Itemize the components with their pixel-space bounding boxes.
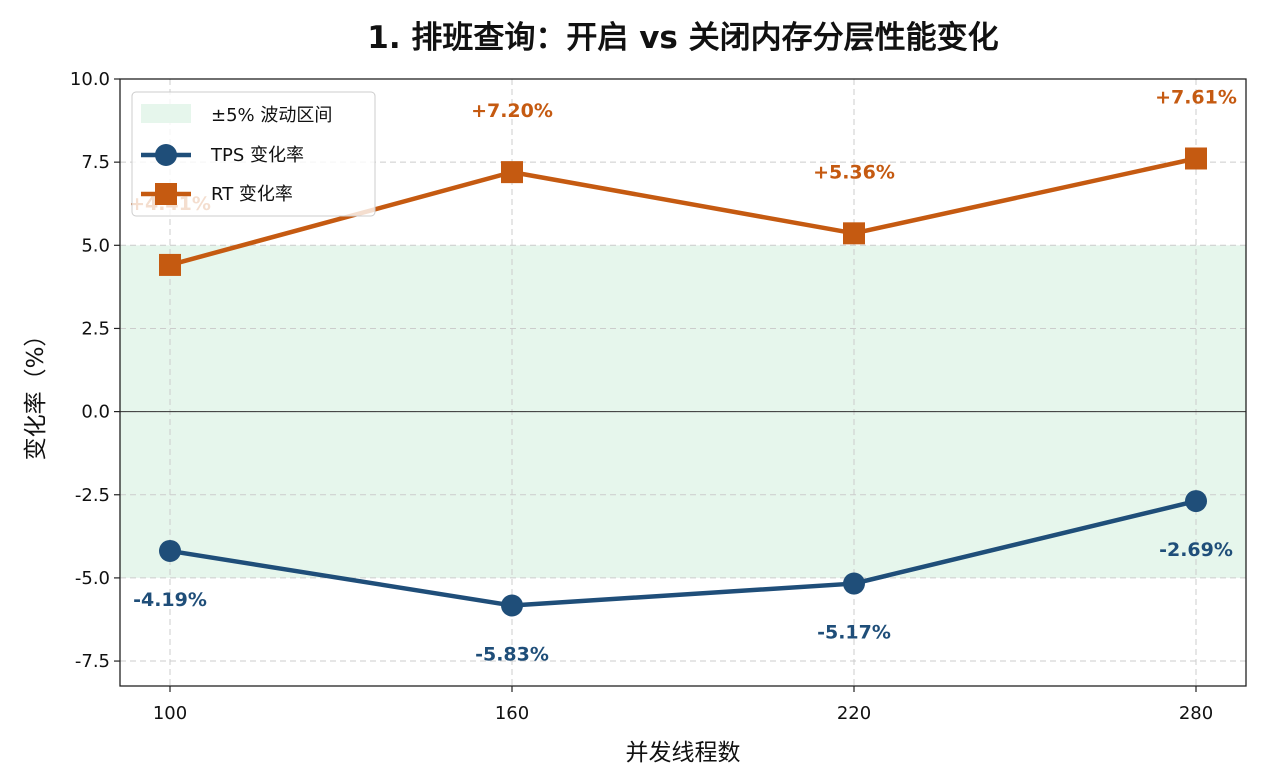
legend-band-swatch xyxy=(141,104,191,123)
y-tick-label: 10.0 xyxy=(70,69,110,90)
tps-point xyxy=(843,572,865,595)
rt-point xyxy=(843,222,865,245)
data-label: -2.69% xyxy=(1159,539,1233,561)
y-tick-label: 2.5 xyxy=(81,318,110,339)
tps-point xyxy=(501,594,523,617)
x-tick-label: 160 xyxy=(495,703,529,724)
rt-point xyxy=(159,253,181,276)
x-tick-label: 100 xyxy=(153,703,187,724)
rt-point xyxy=(1185,147,1207,170)
legend-band-label: ±5% 波动区间 xyxy=(211,105,332,126)
x-axis-label: 并发线程数 xyxy=(626,740,741,766)
y-axis-label: 变化率（%） xyxy=(23,324,49,461)
tps-point xyxy=(1185,490,1207,513)
y-tick-label: 0.0 xyxy=(81,402,110,423)
x-tick-label: 280 xyxy=(1179,703,1213,724)
plot-frame xyxy=(119,78,1247,687)
legend-series-label: TPS 变化率 xyxy=(210,145,304,166)
series-line-rt xyxy=(167,156,1199,268)
y-tick-label: -2.5 xyxy=(75,485,110,506)
series-line-tps xyxy=(167,498,1199,608)
data-label: +5.36% xyxy=(813,161,895,183)
chart-title: 1. 排班查询：开启 vs 关闭内存分层性能变化 xyxy=(367,20,998,56)
plot-area: -4.19%-5.83%-5.17%-2.69%+4.41%+7.20%+5.3… xyxy=(70,69,1247,724)
data-label: -5.83% xyxy=(475,644,549,666)
y-tick-label: -5.0 xyxy=(75,568,110,589)
legend-series-label: RT 变化率 xyxy=(211,184,293,205)
tps-point xyxy=(159,539,181,562)
legend-marker-circle xyxy=(155,144,177,166)
legend-box xyxy=(131,91,376,217)
ticks: 10.0 7.5 5.0 2.5 0.0 -2.5 -5.0 -7.5 100 160 220 280 xyxy=(70,69,1213,724)
x-tick-label: 220 xyxy=(837,703,871,724)
data-label: +7.61% xyxy=(1155,86,1237,108)
data-label: +7.20% xyxy=(471,100,553,122)
y-tick-label: 7.5 xyxy=(81,152,110,173)
legend-marker-square xyxy=(155,183,177,205)
y-tick-label: -7.5 xyxy=(75,651,110,672)
data-label: -4.19% xyxy=(133,589,207,611)
y-tick-label: 5.0 xyxy=(81,235,110,256)
rt-point xyxy=(501,161,523,184)
legend: ±5% 波动区间 TPS 变化率 RT 变化率 xyxy=(131,91,376,217)
data-label: -5.17% xyxy=(817,622,891,644)
series xyxy=(159,147,1207,617)
